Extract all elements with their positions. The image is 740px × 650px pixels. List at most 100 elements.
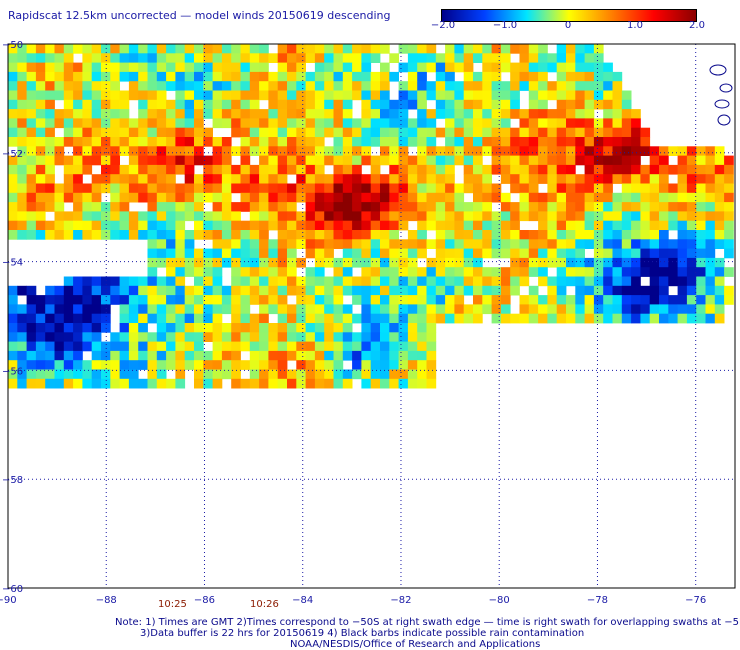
wind-cell xyxy=(603,239,613,249)
wind-cell xyxy=(314,304,325,315)
wind-cell xyxy=(138,127,148,138)
wind-cell xyxy=(491,248,502,259)
wind-cell xyxy=(212,137,223,147)
wind-cell xyxy=(333,174,344,184)
wind-cell xyxy=(500,53,511,63)
wind-cell xyxy=(277,183,288,194)
wind-cell xyxy=(45,202,55,212)
wind-cell xyxy=(696,313,706,324)
wind-cell xyxy=(333,211,344,222)
wind-cell xyxy=(659,257,669,268)
wind-cell xyxy=(91,313,102,324)
wind-cell xyxy=(45,146,55,156)
wind-cell xyxy=(73,202,83,212)
wind-cell xyxy=(26,155,37,166)
wind-cell xyxy=(649,192,660,203)
wind-cell xyxy=(370,257,381,268)
wind-cell xyxy=(240,323,251,333)
wind-cell xyxy=(26,285,37,296)
wind-cell xyxy=(426,211,437,222)
wind-cell xyxy=(352,118,362,129)
wind-cell xyxy=(370,378,381,389)
wind-cell xyxy=(138,276,148,287)
wind-cell xyxy=(445,285,455,296)
wind-cell xyxy=(119,211,130,222)
wind-cell xyxy=(454,230,465,240)
wind-cell xyxy=(398,285,409,296)
wind-cell xyxy=(640,202,651,212)
wind-cell xyxy=(119,230,130,240)
wind-cell xyxy=(584,211,595,222)
wind-cell xyxy=(277,71,288,82)
wind-cell xyxy=(361,211,372,222)
wind-cell xyxy=(73,350,83,361)
wind-cell xyxy=(696,183,706,194)
wind-cell xyxy=(445,44,455,54)
wind-cell xyxy=(361,62,372,73)
wind-cell xyxy=(240,81,251,91)
wind-cell xyxy=(17,341,27,352)
wind-cell xyxy=(417,323,427,333)
wind-cell xyxy=(268,202,279,212)
wind-cell xyxy=(110,192,120,203)
wind-cell xyxy=(166,257,176,268)
wind-cell xyxy=(203,304,213,315)
wind-cell xyxy=(175,44,186,54)
wind-cell xyxy=(277,378,288,389)
wind-cell xyxy=(352,332,362,342)
wind-cell xyxy=(138,313,148,324)
wind-cell xyxy=(528,304,539,315)
wind-cell xyxy=(296,62,306,73)
wind-cell xyxy=(342,341,353,352)
wind-cell xyxy=(407,118,418,129)
map-frame xyxy=(7,43,736,589)
wind-cell xyxy=(500,211,511,222)
wind-cell xyxy=(8,211,18,222)
axis-tick-label: −50 xyxy=(2,40,23,51)
wind-cell xyxy=(686,202,697,212)
wind-cell xyxy=(240,174,251,184)
wind-cell xyxy=(593,90,604,101)
wind-cell xyxy=(352,44,362,54)
wind-cell xyxy=(231,53,241,63)
wind-cell xyxy=(194,155,204,166)
wind-cell xyxy=(342,44,353,54)
time-label: 10:25 xyxy=(158,599,187,610)
wind-cell xyxy=(147,378,158,389)
wind-cell xyxy=(175,323,186,333)
wind-cell xyxy=(500,248,511,259)
wind-cell xyxy=(547,109,558,119)
wind-cell xyxy=(240,230,251,240)
wind-cell xyxy=(510,230,520,240)
wind-cell xyxy=(175,164,186,175)
wind-cell xyxy=(119,146,130,156)
wind-cell xyxy=(240,71,251,82)
wind-cell xyxy=(454,183,465,194)
wind-cell xyxy=(463,44,474,54)
wind-cell xyxy=(696,155,706,166)
wind-cell xyxy=(138,44,148,54)
wind-cell xyxy=(119,360,130,370)
wind-cell xyxy=(519,211,530,222)
wind-cell xyxy=(370,127,381,138)
wind-cell xyxy=(110,81,120,91)
wind-cell xyxy=(724,220,734,231)
wind-cell xyxy=(519,118,530,129)
wind-cell xyxy=(426,81,437,91)
wind-cell xyxy=(82,323,93,333)
wind-cell xyxy=(73,62,83,73)
wind-cell xyxy=(603,146,613,156)
wind-cell xyxy=(491,211,502,222)
wind-cell xyxy=(575,44,585,54)
wind-cell xyxy=(101,62,111,73)
wind-cell xyxy=(231,211,241,222)
wind-cell xyxy=(668,276,678,287)
wind-cell xyxy=(566,118,576,129)
wind-cell xyxy=(119,164,130,175)
wind-cell xyxy=(491,62,502,73)
wind-cell xyxy=(45,174,55,184)
wind-cell xyxy=(631,285,641,296)
wind-cell xyxy=(575,53,585,63)
wind-cell xyxy=(407,53,418,63)
wind-cell xyxy=(45,332,55,342)
